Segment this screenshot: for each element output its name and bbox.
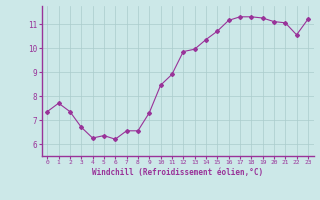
X-axis label: Windchill (Refroidissement éolien,°C): Windchill (Refroidissement éolien,°C) bbox=[92, 168, 263, 177]
